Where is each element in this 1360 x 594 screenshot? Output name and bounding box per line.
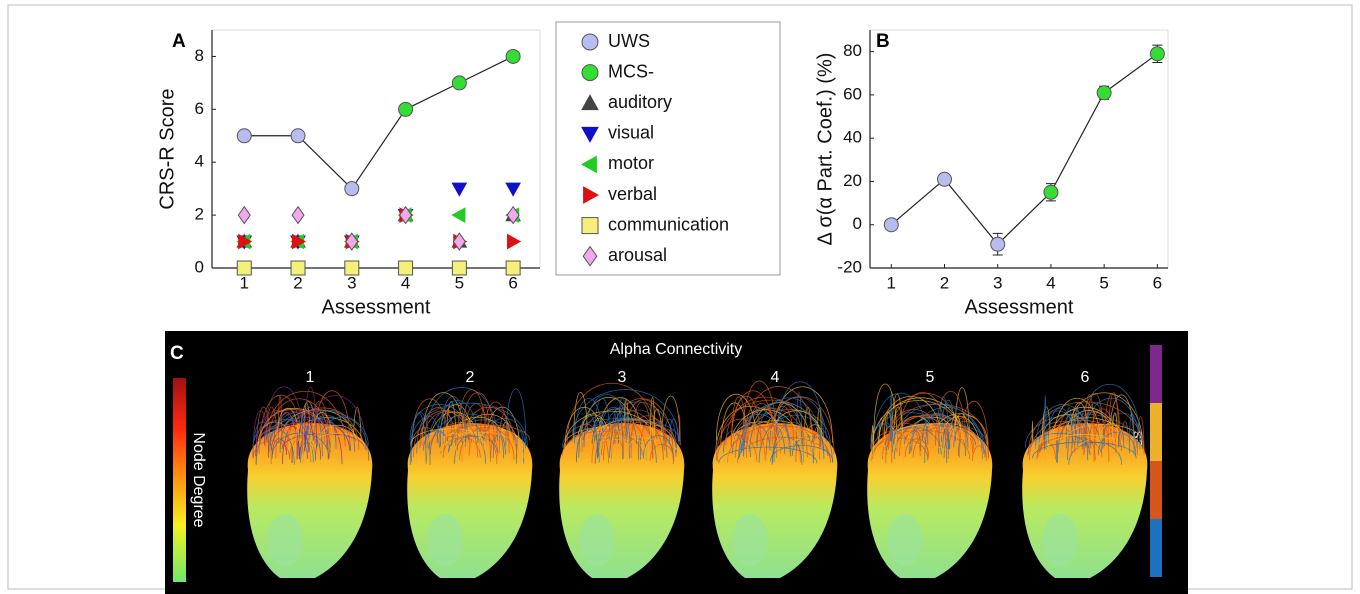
legend-marker bbox=[582, 34, 598, 50]
module-swatch bbox=[1150, 461, 1162, 519]
data-point bbox=[1150, 47, 1164, 61]
data-point bbox=[292, 207, 304, 224]
connection bbox=[679, 415, 680, 442]
connecting-line bbox=[352, 109, 406, 188]
legend-label: verbal bbox=[608, 184, 657, 204]
data-point bbox=[452, 76, 466, 90]
y-axis-label: Δ σ(α Part. Coef.) (%) bbox=[814, 53, 836, 246]
face bbox=[1042, 514, 1078, 566]
data-point bbox=[237, 261, 251, 275]
face bbox=[267, 514, 303, 566]
panel-label: B bbox=[876, 31, 890, 52]
page: {"chart_data": [ {"type": "line", "label… bbox=[0, 0, 1360, 594]
x-tick-label: 5 bbox=[1099, 273, 1108, 292]
data-point bbox=[291, 261, 305, 275]
y-tick-label: 4 bbox=[195, 152, 204, 171]
colorbar-label: Node Degree bbox=[190, 432, 207, 527]
connecting-line bbox=[1051, 93, 1104, 193]
y-tick-label: 20 bbox=[843, 171, 862, 190]
legend-label: arousal bbox=[608, 245, 667, 265]
legend-label: communication bbox=[608, 214, 729, 234]
frame-label: 4 bbox=[771, 369, 780, 386]
data-point bbox=[1044, 185, 1058, 199]
legend-label: MCS- bbox=[608, 61, 654, 81]
x-axis-label: Assessment bbox=[965, 296, 1074, 318]
y-tick-label: 80 bbox=[843, 41, 862, 60]
y-tick-label: 60 bbox=[843, 84, 862, 103]
x-axis-label: Assessment bbox=[322, 296, 431, 318]
x-tick-label: 4 bbox=[401, 273, 410, 292]
data-point bbox=[345, 182, 359, 196]
connecting-line bbox=[1104, 54, 1157, 93]
x-tick-label: 1 bbox=[240, 273, 249, 292]
x-tick-label: 5 bbox=[455, 273, 464, 292]
legend-label: visual bbox=[608, 123, 654, 143]
x-tick-label: 2 bbox=[293, 273, 302, 292]
data-point bbox=[506, 49, 520, 63]
data-point bbox=[238, 207, 250, 224]
data-point bbox=[345, 261, 359, 275]
data-point bbox=[884, 218, 898, 232]
data-point bbox=[399, 102, 413, 116]
frame-label: 6 bbox=[1081, 369, 1090, 386]
data-point bbox=[291, 129, 305, 143]
y-tick-label: 8 bbox=[195, 46, 204, 65]
face bbox=[579, 514, 615, 566]
y-tick-label: 40 bbox=[843, 128, 862, 147]
data-point bbox=[938, 172, 952, 186]
data-point bbox=[452, 208, 465, 222]
module-swatch bbox=[1150, 403, 1162, 461]
x-tick-label: 6 bbox=[1153, 273, 1162, 292]
figure: C Alpha Connectivity Node Degree Modules… bbox=[0, 0, 1360, 594]
face bbox=[427, 514, 463, 566]
data-point bbox=[452, 261, 466, 275]
connecting-line bbox=[298, 136, 352, 189]
data-point bbox=[237, 129, 251, 143]
x-tick-label: 4 bbox=[1046, 273, 1055, 292]
connecting-line bbox=[406, 83, 460, 109]
connecting-line bbox=[891, 179, 944, 224]
face bbox=[887, 514, 923, 566]
connecting-line bbox=[945, 179, 998, 244]
data-point bbox=[508, 235, 521, 249]
module-swatch bbox=[1150, 345, 1162, 403]
legend-marker bbox=[582, 65, 598, 81]
frame-label: 1 bbox=[306, 369, 315, 386]
data-point bbox=[506, 183, 520, 196]
frame-label: 5 bbox=[926, 369, 935, 386]
data-point bbox=[506, 261, 520, 275]
legend-box bbox=[556, 22, 780, 275]
y-tick-label: 0 bbox=[195, 257, 204, 276]
data-point bbox=[991, 237, 1005, 251]
x-tick-label: 2 bbox=[940, 273, 949, 292]
data-point bbox=[1097, 86, 1111, 100]
legend-marker bbox=[582, 218, 598, 234]
legend-label: UWS bbox=[608, 31, 650, 51]
connecting-line bbox=[998, 192, 1051, 244]
legend-label: motor bbox=[608, 153, 654, 173]
panel-title: Alpha Connectivity bbox=[610, 341, 743, 358]
module-swatch bbox=[1150, 519, 1162, 577]
panel-label: C bbox=[170, 343, 184, 364]
y-tick-label: -20 bbox=[837, 257, 862, 276]
y-tick-label: 6 bbox=[195, 99, 204, 118]
face bbox=[732, 514, 768, 566]
x-tick-label: 3 bbox=[347, 273, 356, 292]
x-tick-label: 3 bbox=[993, 273, 1002, 292]
legend-label: auditory bbox=[608, 92, 672, 112]
frame-label: 2 bbox=[466, 369, 475, 386]
x-tick-label: 1 bbox=[887, 273, 896, 292]
node-degree-colorbar bbox=[173, 378, 186, 582]
y-axis-label: CRS-R Score bbox=[156, 88, 178, 209]
data-point bbox=[452, 183, 466, 196]
data-point bbox=[399, 261, 413, 275]
panel-label: A bbox=[172, 31, 186, 52]
y-tick-label: 2 bbox=[195, 205, 204, 224]
x-tick-label: 6 bbox=[508, 273, 517, 292]
y-tick-label: 0 bbox=[853, 214, 862, 233]
connecting-line bbox=[459, 56, 513, 82]
